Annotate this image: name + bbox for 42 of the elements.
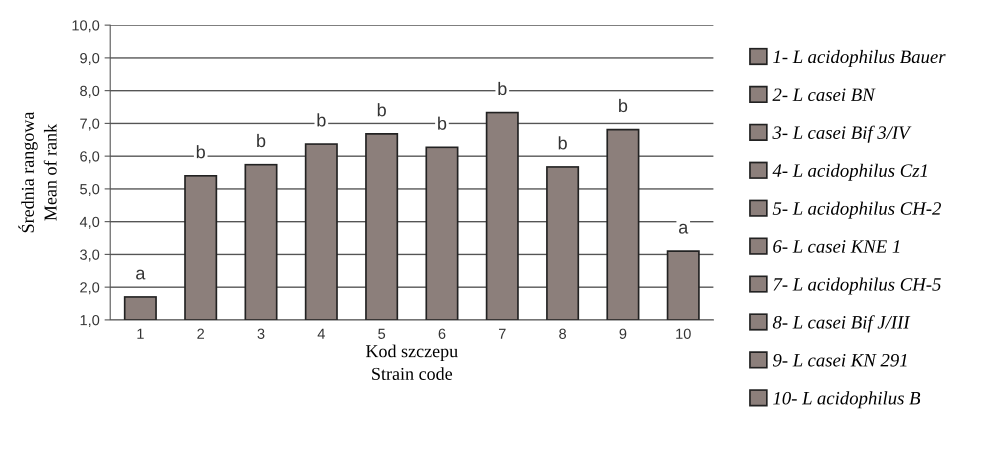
annotation: b (257, 134, 266, 148)
legend-label: 2- L casei BN (772, 88, 876, 102)
legend-label: 3- L casei Bif 3/IV (772, 126, 912, 143)
y-tick-label: 8,0 (80, 86, 100, 98)
x-tick-label: 2 (197, 328, 204, 339)
annotation: a (678, 224, 688, 234)
annotation: b (619, 98, 628, 112)
x-tick-label: 3 (258, 328, 264, 339)
x-tick-label: 6 (438, 328, 446, 339)
legend-label: 9- L casei KN 291 (773, 354, 907, 367)
legend-label: 6- L casei KNE 1 (773, 240, 900, 253)
y-tick-label: 6,0 (80, 151, 100, 164)
legend-label: 5- L acidophilus CH-2 (772, 202, 941, 219)
y-tick-label: 3,0 (80, 250, 100, 262)
x-tick-label: 5 (378, 328, 386, 339)
x-tick-label: 9 (620, 328, 626, 339)
y-tick-label: 1,0 (80, 315, 100, 328)
y-tick-label: 7,0 (80, 118, 100, 131)
y-tick-label: 5,0 (80, 184, 100, 196)
annotation: b (498, 82, 507, 96)
legend-label: 4- L acidophilus Cz1 (772, 164, 927, 181)
x-axis-title: Kod szczepu Strain code (366, 344, 458, 380)
y-tick-label: 9,0 (80, 52, 100, 66)
annotation: b (196, 145, 205, 158)
y-tick-label: 2,0 (80, 282, 100, 294)
x-tick-label: 8 (559, 328, 566, 339)
x-tick-label: 1 (137, 328, 144, 339)
x-tick-label: 4 (318, 328, 325, 339)
annotation: b (378, 103, 386, 116)
x-tick-label: 7 (498, 328, 506, 339)
annotation: a (136, 270, 146, 280)
y-axis-title: Średnia rangowa Mean of rank (18, 112, 57, 232)
legend-label: 7- L acidophilus CH-5 (774, 278, 941, 295)
legend-label: 10- L acidophilus B (773, 391, 920, 408)
y-tick-label: 4,0 (80, 216, 100, 229)
annotation: b (317, 113, 326, 127)
y-tick-label: 10,0 (72, 20, 100, 32)
x-tick-label: 10 (676, 328, 691, 339)
legend-label: 1- L acidophilus Bauer (773, 50, 946, 67)
legend-label: 8- L casei Bif J/III (772, 315, 910, 332)
annotation: b (558, 136, 567, 150)
annotation: b (438, 116, 446, 130)
